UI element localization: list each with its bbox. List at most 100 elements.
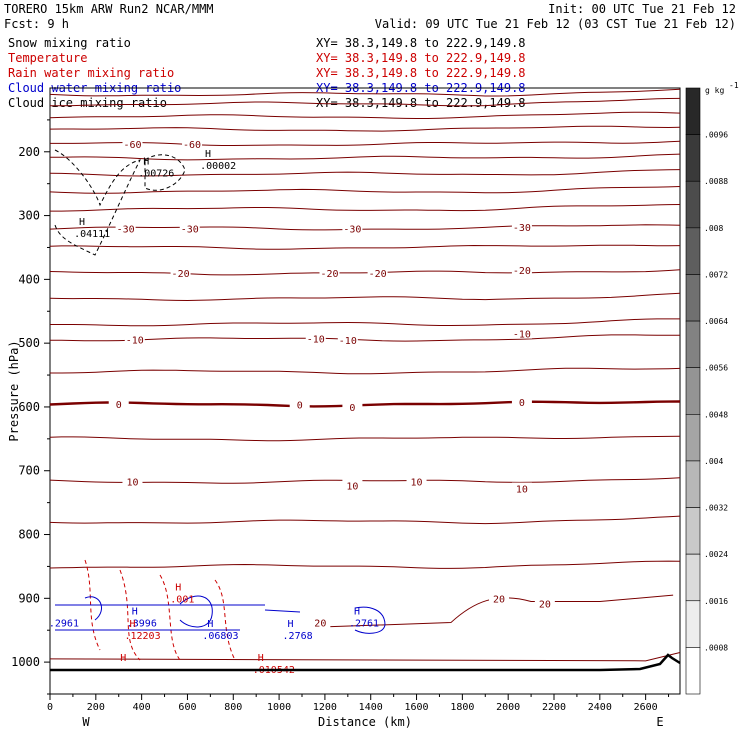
isotherm-line [49, 560, 681, 569]
legend-label-temperature: Temperature [8, 51, 87, 65]
legend-xy-cloud-ice: XY= 38.3,149.8 to 222.9,149.8 [316, 96, 526, 110]
colorbar-tick-label: .0008 [704, 643, 728, 652]
extremum-marker: H [120, 653, 126, 664]
legend-xy-rain: XY= 38.3,149.8 to 222.9,149.8 [316, 66, 526, 80]
y-axis: 200 300 400 500 600 700 800 900 1000 [11, 119, 50, 695]
isotherm-label: 10 [516, 485, 528, 496]
isotherm-line [50, 318, 680, 327]
isotherm-label-bg [319, 266, 340, 278]
isotherm-label: -10 [126, 335, 144, 346]
extremum-value: .00002 [200, 161, 236, 172]
isotherm-label-bg [406, 475, 427, 487]
plot-frame [49, 87, 681, 695]
isotherm-label: -60 [183, 140, 201, 151]
y-tick-label: 600 [18, 400, 40, 414]
extremum-marker: H [132, 606, 138, 617]
isotherm-label-bg [511, 327, 532, 339]
init-time: Init: 00 UTC Tue 21 Feb 12 [548, 2, 736, 16]
extremum-marker: H [207, 619, 213, 630]
colorbar-swatch [685, 134, 701, 182]
isotherm-label-bg [108, 397, 129, 409]
colorbar-tick-label: .0088 [704, 177, 728, 186]
isotherm-label-bg [310, 616, 331, 628]
y-tick-label: 800 [18, 528, 40, 542]
x-tick-label: 0 [47, 702, 53, 713]
isotherm-label-bg [179, 222, 200, 234]
x-axis-west-label: W [82, 715, 90, 729]
isotherm-label: -20 [513, 266, 531, 277]
colorbar-swatch [685, 320, 701, 368]
colorbar-swatch [685, 274, 701, 322]
y-tick-label: 200 [18, 145, 40, 159]
cloud-water-contour [55, 595, 386, 634]
isotherm-label-bg [511, 221, 532, 233]
isotherm-label: 10 [346, 481, 358, 492]
x-axis-east-label: E [656, 715, 663, 729]
colorbar-tick-label: .0048 [704, 410, 728, 419]
isotherm-label: 10 [411, 478, 423, 489]
isotherm-label-bg [289, 398, 310, 410]
colorbar-swatch [685, 87, 701, 135]
isotherm-label-bg [342, 400, 363, 412]
temperature-isotherms [49, 88, 681, 662]
isotherm-line [49, 292, 681, 302]
isotherm-line [49, 652, 681, 662]
isotherm-label: 10 [126, 478, 138, 489]
isotherm-label-bg [305, 332, 326, 344]
colorbar-swatch [685, 367, 701, 415]
isotherm-line [50, 367, 681, 375]
isotherm-label-bg [122, 138, 143, 150]
legend-xy-snow: XY= 38.3,149.8 to 222.9,149.8 [316, 36, 526, 50]
isotherm-label-bg [182, 138, 203, 150]
isotherm-label-bg [122, 475, 143, 487]
x-tick-label: 2600 [634, 702, 658, 713]
isotherm-line [49, 477, 681, 484]
colorbar-unit: g kg [705, 86, 724, 95]
y-tick-label: 900 [18, 591, 40, 605]
colorbar-swatch [685, 507, 701, 555]
isotherm-label-bg [337, 333, 358, 345]
isotherm-label-bg [115, 222, 136, 234]
extremum-marker: H [354, 606, 360, 617]
isotherm-label: -20 [320, 269, 338, 280]
isotherm-label-bg [342, 479, 363, 491]
colorbar-swatch [685, 460, 701, 508]
extremum-marker: H [129, 619, 135, 630]
isotherm-line [49, 435, 681, 442]
x-axis-label: Distance (km) [318, 715, 412, 729]
extremum-value: .001 [170, 595, 194, 606]
isotherm-label-bg [489, 592, 510, 604]
legend-label-rain: Rain water mixing ratio [8, 66, 174, 80]
isotherm-line [49, 334, 680, 342]
isotherm-label-bg [367, 266, 388, 278]
isotherm-label-bg [534, 597, 555, 609]
extremum-marker: H [143, 157, 149, 168]
isotherm-label-bg [170, 266, 191, 278]
colorbar-swatch [685, 414, 701, 462]
isotherm-label: 0 [519, 398, 525, 409]
x-tick-label: 1800 [450, 702, 474, 713]
isotherm-label: 0 [349, 403, 355, 414]
colorbar-tick-label: .0064 [704, 317, 728, 326]
isotherm-label-bg [342, 222, 363, 234]
isotherm-line [49, 515, 681, 525]
isotherm-label: -30 [181, 224, 199, 235]
x-tick-label: 1000 [267, 702, 291, 713]
x-tick-label: 1400 [359, 702, 383, 713]
colorbar-tick-label: .0072 [704, 270, 728, 279]
isotherm-label: 20 [314, 619, 326, 630]
isotherm-line [49, 111, 681, 119]
isotherm-line [49, 125, 681, 132]
isotherm-line [50, 97, 681, 107]
isotherm-label: 20 [493, 594, 505, 605]
x-tick-label: 1200 [313, 702, 337, 713]
isotherm-label-bg [511, 395, 532, 407]
extremum-value: .12203 [124, 631, 160, 642]
extremum-value: .2961 [49, 618, 79, 629]
forecast-hour: Fcst: 9 h [4, 17, 69, 31]
valid-time: Valid: 09 UTC Tue 21 Feb 12 (03 CST Tue … [375, 17, 736, 31]
y-tick-label: 700 [18, 464, 40, 478]
snow-contour [144, 154, 186, 191]
x-tick-label: 200 [87, 702, 105, 713]
extremum-value: .2768 [283, 631, 313, 642]
